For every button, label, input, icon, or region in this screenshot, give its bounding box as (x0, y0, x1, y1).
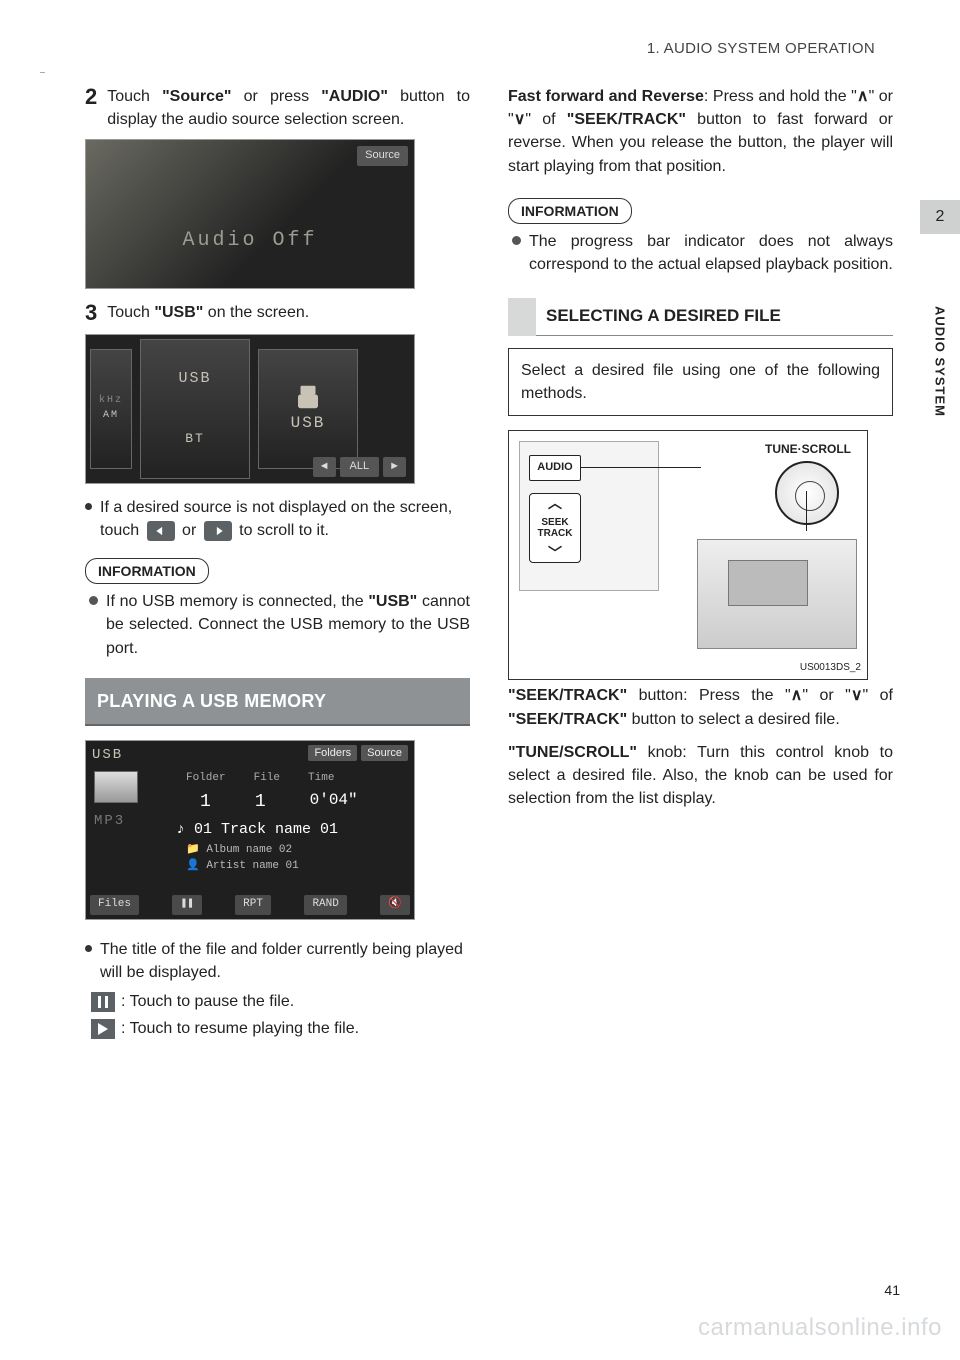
play-instruction: : Touch to resume playing the file. (91, 1017, 470, 1040)
information-pill-right: INFORMATION (508, 198, 632, 224)
pause-chip: ❚❚ (172, 895, 201, 915)
watermark: carmanualsonline.info (698, 1314, 942, 1342)
audio-off-label: Audio Off (86, 226, 414, 255)
subsection-accent (508, 298, 536, 336)
source-chip: Source (357, 146, 408, 166)
info-text-right: The progress bar indicator does not alwa… (529, 230, 893, 276)
page-header: 1. AUDIO SYSTEM OPERATION (55, 40, 905, 57)
side-tab: 2 AUDIO SYSTEM (920, 200, 960, 422)
sound-chip: 🔇 (380, 895, 410, 915)
section-playing-usb: PLAYING A USB MEMORY (85, 678, 470, 726)
right-column: Fast forward and Reverse: Press and hold… (508, 85, 905, 1045)
info-text: If no USB memory is connected, the "USB"… (106, 590, 470, 660)
screenshot-source-select: kHz AM USB BT USB ◄ ALL ► (85, 334, 415, 484)
seek-paragraph: "SEEK/TRACK" button: Press the "∧" or "∨… (508, 684, 893, 730)
tile-usb-large: USB BT (140, 339, 250, 479)
left-column: 2 Touch "Source" or press "AUDIO" button… (55, 85, 470, 1045)
ffrw-paragraph: Fast forward and Reverse: Press and hold… (508, 85, 893, 178)
subsection-bar: SELECTING A DESIRED FILE (508, 298, 893, 336)
page: 1. AUDIO SYSTEM OPERATION 2 AUDIO SYSTEM… (0, 0, 960, 1360)
scroll-note: If a desired source is not displayed on … (85, 496, 470, 542)
scroll-left-icon (147, 521, 175, 541)
step-3-text: Touch "USB" on the screen. (107, 301, 309, 324)
bullet-icon (85, 503, 92, 510)
diagram-audio-button: AUDIO (529, 455, 581, 481)
scroll-right-icon (204, 521, 232, 541)
control-diagram: AUDIO ︿ SEEK TRACK ﹀ TUNE·SCROLL US0013D… (508, 430, 868, 680)
tile-am: kHz AM (90, 349, 132, 469)
info-bullet-icon (89, 596, 98, 605)
step-2-text: Touch "Source" or press "AUDIO" button t… (107, 85, 470, 131)
diagram-dash-unit (697, 539, 857, 649)
step-2-number: 2 (85, 85, 97, 109)
tune-paragraph: "TUNE/SCROLL" knob: Turn this control kn… (508, 741, 893, 811)
title-display-note: The title of the file and folder current… (85, 938, 470, 984)
screenshot-audio-off: Source Audio Off (85, 139, 415, 289)
diagram-leader-1 (581, 467, 701, 468)
diagram-tune-label: TUNE·SCROLL (765, 441, 851, 458)
scroll-note-text: If a desired source is not displayed on … (100, 496, 470, 542)
step-3-number: 3 (85, 301, 97, 325)
information-body: If no USB memory is connected, the "USB"… (85, 590, 470, 660)
pause-icon (91, 992, 115, 1012)
method-box: Select a desired file using one of the f… (508, 348, 893, 416)
play-icon (91, 1019, 115, 1039)
chevron-down-icon: ﹀ (530, 548, 580, 558)
information-pill: INFORMATION (85, 558, 209, 584)
step-3: 3 Touch "USB" on the screen. (85, 301, 470, 325)
page-number: 41 (884, 1282, 900, 1298)
tile-usb: USB (258, 349, 358, 469)
diagram-knob (775, 461, 839, 525)
usb-stick-icon (94, 771, 138, 803)
bullet-icon (85, 945, 92, 952)
chevron-up-icon: ︿ (530, 498, 580, 508)
chapter-label: AUDIO SYSTEM (933, 306, 948, 417)
information-body-right: The progress bar indicator does not alwa… (508, 230, 893, 276)
pause-instruction: : Touch to pause the file. (91, 990, 470, 1013)
step-2: 2 Touch "Source" or press "AUDIO" button… (85, 85, 470, 131)
diagram-seek-button: ︿ SEEK TRACK ﹀ (529, 493, 581, 563)
chapter-number: 2 (920, 200, 960, 234)
info-bullet-icon (512, 236, 521, 245)
content-columns: 2 Touch "Source" or press "AUDIO" button… (55, 85, 905, 1045)
ss2-bottom-row: ◄ ALL ► (313, 457, 406, 477)
screenshot-usb-playback: USB FoldersSource FolderFileTime 110'04"… (85, 740, 415, 920)
subsection-title: SELECTING A DESIRED FILE (536, 298, 893, 336)
diagram-leader-2 (806, 491, 807, 531)
diagram-ref: US0013DS_2 (800, 661, 861, 676)
header-rule (40, 72, 45, 73)
title-display-text: The title of the file and folder current… (100, 938, 470, 984)
